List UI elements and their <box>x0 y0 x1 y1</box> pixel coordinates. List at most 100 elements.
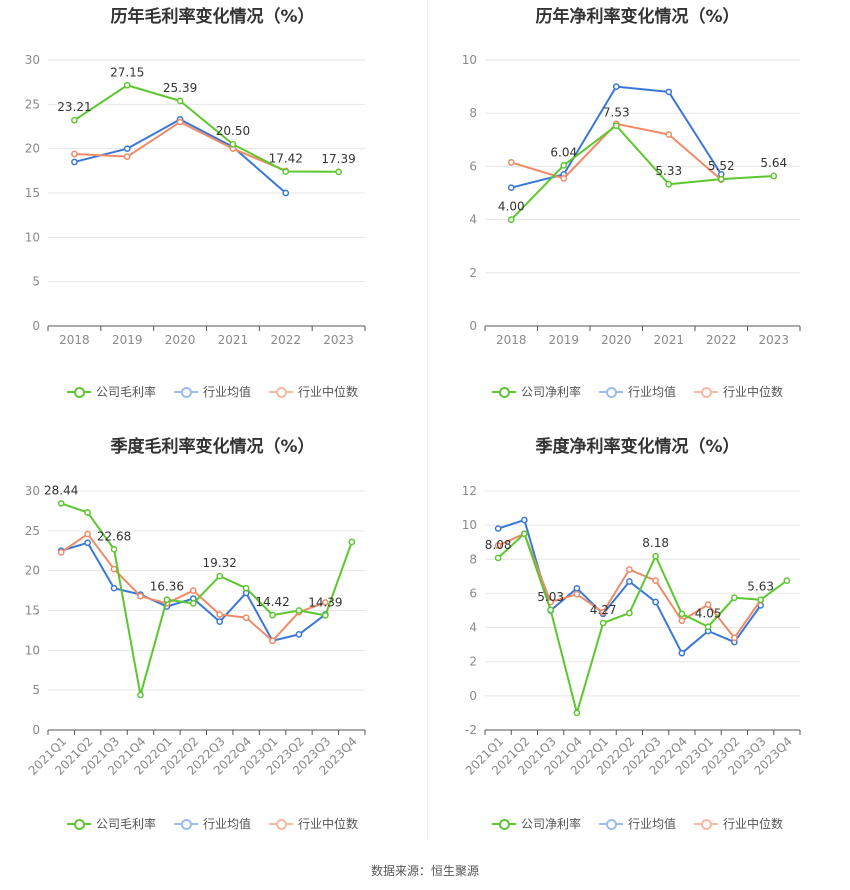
series-line <box>510 122 722 181</box>
panel-divider <box>427 0 428 838</box>
y-tick-label: 0 <box>32 319 40 333</box>
data-point <box>652 598 659 606</box>
y-tick-label: 5 <box>32 683 40 697</box>
data-label: 17.42 <box>269 152 303 166</box>
data-point <box>110 545 118 553</box>
legend-label: 公司净利率 <box>520 385 581 399</box>
x-tick-label: 2020 <box>165 333 196 347</box>
data-point <box>84 530 91 538</box>
data-point <box>652 552 659 560</box>
data-point <box>626 609 633 617</box>
data-label: 27.15 <box>110 65 144 79</box>
data-point <box>137 691 144 699</box>
legend-item-industry-avg[interactable]: 行业均值 <box>173 383 251 400</box>
legend-marker-icon <box>598 818 623 830</box>
data-point <box>678 610 686 618</box>
legend-item-company[interactable]: 公司毛利率 <box>66 383 156 400</box>
x-tick-label: 2018 <box>496 333 527 347</box>
data-label: 6.04 <box>550 145 577 159</box>
data-label: 7.53 <box>603 106 630 120</box>
data-point <box>507 184 515 192</box>
data-label: 16.36 <box>150 580 184 594</box>
y-tick-label: 0 <box>32 723 40 737</box>
y-tick-label: 6 <box>469 586 477 600</box>
legend-item-industry-avg[interactable]: 行业均值 <box>598 815 676 832</box>
data-point <box>494 525 502 532</box>
data-point <box>665 131 673 138</box>
quarterly-net-margin-panel: 季度净利率变化情况（%） -2 0 2 4 6 8 10 12 2021Q1 2021Q2 2021… <box>425 430 850 860</box>
data-source-label: 数据来源：恒生聚源 <box>370 864 479 878</box>
data-point <box>295 607 303 614</box>
y-tick-label: 4 <box>469 621 477 635</box>
x-tick-label: 2020 <box>601 333 632 347</box>
data-point <box>71 116 78 124</box>
data-point <box>704 623 712 631</box>
series-line <box>73 84 339 173</box>
data-point <box>626 578 633 585</box>
legend-marker-icon <box>173 386 198 398</box>
data-point <box>717 175 725 183</box>
legend-label: 行业均值 <box>627 385 676 399</box>
legend-label: 公司毛利率 <box>95 817 156 831</box>
series-line <box>497 532 762 639</box>
y-tick-label: -2 <box>465 723 477 737</box>
legend-item-industry-avg[interactable]: 行业均值 <box>598 383 676 400</box>
data-point <box>612 83 620 90</box>
data-point <box>494 542 502 549</box>
data-label: 5.64 <box>760 156 787 170</box>
legend-item-company[interactable]: 公司毛利率 <box>66 815 156 832</box>
chart-title: 季度净利率变化情况（%） <box>535 437 740 457</box>
x-tick-label: 2021 <box>653 333 684 347</box>
y-tick-label: 10 <box>25 643 40 657</box>
data-point <box>599 608 607 616</box>
series-line <box>497 532 788 714</box>
data-point <box>678 617 686 625</box>
legend: 公司净利率 行业均值 行业中位数 <box>425 383 850 400</box>
legend-item-industry-median[interactable]: 行业中位数 <box>694 815 783 832</box>
data-point <box>770 172 778 180</box>
data-point <box>652 577 659 584</box>
x-tick-label: 2022 <box>706 333 737 347</box>
y-tick-label: 0 <box>469 319 477 333</box>
data-point <box>560 175 568 182</box>
data-label: 14.39 <box>308 595 342 609</box>
data-point <box>573 709 581 717</box>
data-point <box>110 584 118 592</box>
data-label: 28.44 <box>44 483 78 497</box>
data-point <box>348 538 356 546</box>
y-tick-label: 8 <box>469 552 477 566</box>
legend-item-industry-median[interactable]: 行业中位数 <box>269 815 358 832</box>
data-label: 8.18 <box>642 536 669 550</box>
legend-item-company[interactable]: 公司净利率 <box>491 815 581 832</box>
series-line <box>74 121 287 172</box>
annual-gross-margin-chart: 0 5 10 15 20 25 30 2018 2019 2020 2021 2022 2023 23.2… <box>25 53 366 347</box>
legend-item-industry-median[interactable]: 行业中位数 <box>269 383 358 400</box>
legend-item-company[interactable]: 公司净利率 <box>491 383 581 400</box>
y-tick-label: 2 <box>469 655 477 669</box>
annual-net-margin-chart: 0 2 4 6 8 10 2018 2019 2020 2021 2022 2023 4.00 6.04 7… <box>462 53 801 347</box>
x-tick-label: 2018 <box>59 333 90 347</box>
data-label: 5.33 <box>655 164 682 178</box>
data-label: 23.21 <box>57 100 91 114</box>
data-point <box>176 118 184 126</box>
data-point <box>57 548 65 556</box>
y-tick-label: 15 <box>25 604 40 618</box>
data-point <box>123 153 131 160</box>
legend-label: 公司净利率 <box>520 817 581 831</box>
data-point <box>573 584 581 592</box>
data-point <box>295 631 303 638</box>
annual-net-margin-panel: 历年净利率变化情况（%） 0 2 4 6 8 10 2018 2019 2020 2021 2022… <box>425 0 850 430</box>
legend-item-industry-avg[interactable]: 行业均值 <box>173 815 251 832</box>
data-point <box>521 516 528 524</box>
y-tick-label: 6 <box>469 159 477 173</box>
x-tick-label: 2023 <box>758 333 789 347</box>
data-label: 17.39 <box>321 152 355 166</box>
quarterly-net-margin-chart: -20246810122021Q12021Q22021Q32021Q42022Q… <box>462 484 801 778</box>
data-point <box>71 158 78 166</box>
legend-item-industry-median[interactable]: 行业中位数 <box>694 383 783 400</box>
data-point <box>163 596 171 604</box>
data-point <box>507 216 515 223</box>
data-point <box>665 180 673 188</box>
y-tick-label: 8 <box>469 106 477 120</box>
data-point <box>110 565 118 573</box>
